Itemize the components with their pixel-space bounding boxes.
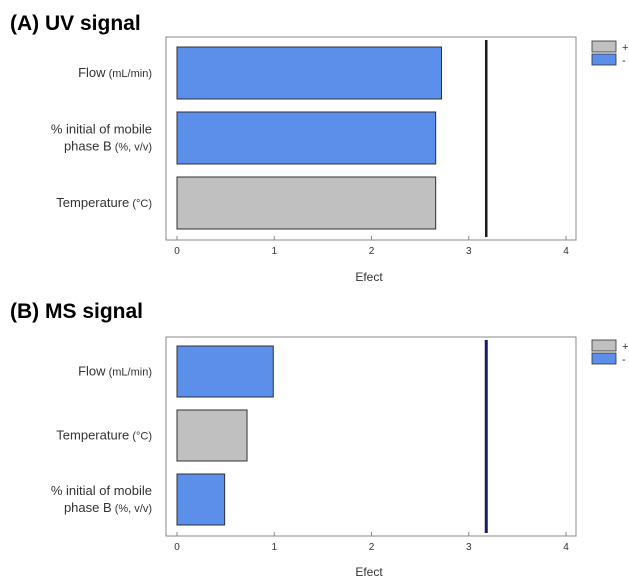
effect-bar xyxy=(176,473,226,526)
category-unit: (°C) xyxy=(129,431,152,443)
legend-swatch xyxy=(591,352,617,365)
effect-bar xyxy=(176,46,443,100)
legend-swatch xyxy=(591,339,617,352)
category-label-line: % initial of mobile xyxy=(51,122,152,137)
x-tick-label: 3 xyxy=(466,246,472,257)
x-axis-title: Efect xyxy=(355,565,383,577)
category-label-line: Temperature (°C) xyxy=(56,195,152,210)
category-unit: (mL/min) xyxy=(106,367,152,379)
legend-label: + xyxy=(622,42,628,54)
legend-label: - xyxy=(622,55,626,67)
category-unit: (°C) xyxy=(129,198,152,210)
legend: +- xyxy=(591,339,628,366)
panel-b-title: (B) MS signal xyxy=(10,300,144,323)
x-tick-label: 4 xyxy=(563,542,569,553)
uv-signal-chart: Flow (mL/min) % initial of mobile phase B … xyxy=(51,36,628,284)
legend-swatch xyxy=(591,40,617,53)
legend-label: - xyxy=(622,354,626,366)
x-tick-label: 4 xyxy=(563,246,569,257)
legend-label: + xyxy=(622,341,628,353)
x-tick-label: 1 xyxy=(271,246,277,257)
category-label-line: Temperature (°C) xyxy=(56,428,152,443)
category-unit: (mL/min) xyxy=(106,68,152,80)
category-label: Temperature (°C) xyxy=(56,428,152,443)
x-tick-label: 2 xyxy=(369,542,375,553)
category-unit: (%, v/v) xyxy=(112,503,152,515)
category-label: % initial of mobile phase B (%, v/v) xyxy=(51,122,152,154)
effect-bar xyxy=(176,176,437,230)
category-label: Flow (mL/min) xyxy=(78,65,152,80)
category-label-line: phase B (%, v/v) xyxy=(64,500,152,515)
ms-signal-chart: Flow (mL/min) Temperature (°C) % initial o… xyxy=(51,336,628,577)
x-tick-label: 3 xyxy=(466,542,472,553)
effect-bar xyxy=(176,345,274,398)
effect-bar xyxy=(176,409,248,462)
category-unit: (%, v/v) xyxy=(112,142,152,154)
category-label: % initial of mobile phase B (%, v/v) xyxy=(51,483,152,515)
category-label-line: Flow (mL/min) xyxy=(78,65,152,80)
category-label-line: % initial of mobile xyxy=(51,483,152,498)
legend-swatch xyxy=(591,53,617,66)
x-axis-title: Efect xyxy=(355,270,383,284)
category-label: Temperature (°C) xyxy=(56,195,152,210)
panel-a-title: (A) UV signal xyxy=(10,12,141,35)
effect-bar xyxy=(176,111,437,165)
x-tick-label: 0 xyxy=(174,246,180,257)
x-tick-label: 1 xyxy=(271,542,277,553)
legend: +- xyxy=(591,40,628,67)
category-label-line: phase B (%, v/v) xyxy=(64,139,152,154)
category-label-line: Flow (mL/min) xyxy=(78,364,152,379)
x-tick-label: 0 xyxy=(174,542,180,553)
category-label: Flow (mL/min) xyxy=(78,364,152,379)
x-tick-label: 2 xyxy=(369,246,375,257)
